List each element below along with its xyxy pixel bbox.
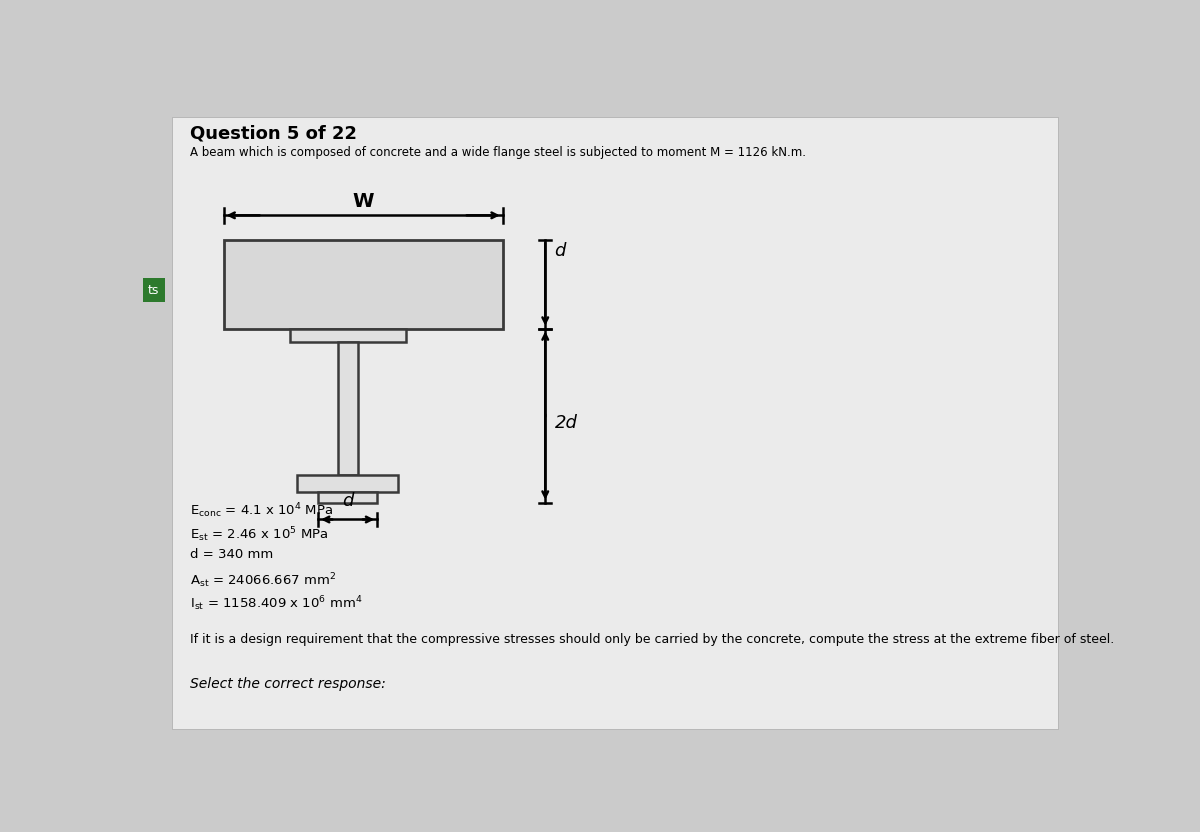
Text: d = 340 mm: d = 340 mm — [191, 548, 274, 561]
Text: E$_{\mathregular{conc}}$ = 4.1 x 10$^{4}$ MPa: E$_{\mathregular{conc}}$ = 4.1 x 10$^{4}… — [191, 502, 334, 521]
Text: E$_{\mathregular{st}}$ = 2.46 x 10$^{5}$ MPa: E$_{\mathregular{st}}$ = 2.46 x 10$^{5}$… — [191, 525, 329, 543]
Text: 2d: 2d — [554, 414, 577, 433]
Bar — [223, 240, 503, 329]
Bar — [289, 329, 406, 343]
Text: ts: ts — [148, 284, 160, 296]
Text: I$_{\mathregular{st}}$ = 1158.409 x 10$^{6}$ mm$^{4}$: I$_{\mathregular{st}}$ = 1158.409 x 10$^… — [191, 594, 362, 613]
Bar — [298, 475, 398, 492]
Text: A$_{\mathregular{st}}$ = 24066.667 mm$^{2}$: A$_{\mathregular{st}}$ = 24066.667 mm$^{… — [191, 571, 336, 590]
Text: A beam which is composed of concrete and a wide flange steel is subjected to mom: A beam which is composed of concrete and… — [191, 146, 806, 159]
Text: Select the correct response:: Select the correct response: — [191, 677, 386, 691]
Text: W: W — [353, 192, 374, 211]
Text: If it is a design requirement that the compressive stresses should only be carri: If it is a design requirement that the c… — [191, 632, 1115, 646]
Text: Question 5 of 22: Question 5 of 22 — [191, 125, 358, 142]
FancyBboxPatch shape — [172, 116, 1058, 729]
Text: d: d — [554, 241, 566, 260]
Bar — [337, 343, 358, 475]
Text: d: d — [342, 493, 353, 510]
Bar — [318, 492, 377, 503]
